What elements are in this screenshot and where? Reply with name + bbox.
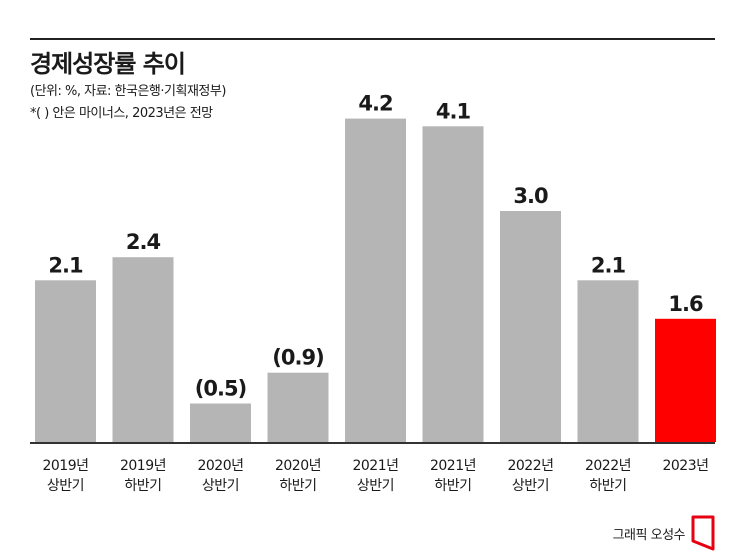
chart-subtitle: (단위: %, 자료: 한국은행·기획재정부) <box>30 84 226 99</box>
bar-0 <box>35 280 96 442</box>
data-label-8: 1.6 <box>668 292 703 316</box>
data-label-5: 4.1 <box>436 99 471 123</box>
tick-label-half-4: 상반기 <box>357 478 394 494</box>
data-label-2: (0.5) <box>195 377 246 401</box>
tick-label-year-1: 2019년 <box>120 458 166 474</box>
bar-2 <box>190 403 251 442</box>
bar-8 <box>655 318 716 442</box>
tick-label-half-1: 하반기 <box>124 478 161 494</box>
tick-label-year-2: 2020년 <box>197 458 243 474</box>
tick-label-half-2: 상반기 <box>202 478 239 494</box>
tick-label-year-7: 2022년 <box>585 458 631 474</box>
data-label-3: (0.9) <box>272 346 323 370</box>
chart-title: 경제성장률 추이 <box>30 50 186 78</box>
tick-label-year-4: 2021년 <box>352 458 398 474</box>
bar-5 <box>422 126 484 443</box>
tick-label-half-0: 상반기 <box>47 478 84 494</box>
bar-4 <box>345 118 406 442</box>
publisher-logo-icon <box>691 515 715 551</box>
bar-6 <box>500 211 561 442</box>
data-label-4: 4.2 <box>358 92 392 116</box>
tick-label-year-6: 2022년 <box>507 458 553 474</box>
tick-label-year-5: 2021년 <box>430 458 476 474</box>
tick-label-half-6: 상반기 <box>512 478 549 494</box>
tick-label-year-0: 2019년 <box>42 458 88 474</box>
graphic-credit: 그래픽 오성수 <box>612 528 686 543</box>
tick-label-year-8: 2023년 <box>662 458 708 474</box>
tick-label-half-5: 하반기 <box>434 478 471 494</box>
data-label-7: 2.1 <box>591 253 626 277</box>
bar-1 <box>112 257 174 442</box>
tick-label-half-3: 하반기 <box>279 478 316 494</box>
chart-note: *( ) 안은 마이너스, 2023년은 전망 <box>30 106 213 121</box>
data-label-6: 3.0 <box>513 184 548 208</box>
bar-7 <box>577 280 639 442</box>
tick-label-half-7: 하반기 <box>589 478 626 494</box>
top-rule <box>30 38 715 40</box>
tick-label-year-3: 2020년 <box>275 458 321 474</box>
data-label-1: 2.4 <box>126 230 161 254</box>
data-label-0: 2.1 <box>48 253 83 277</box>
bar-3 <box>267 372 329 442</box>
